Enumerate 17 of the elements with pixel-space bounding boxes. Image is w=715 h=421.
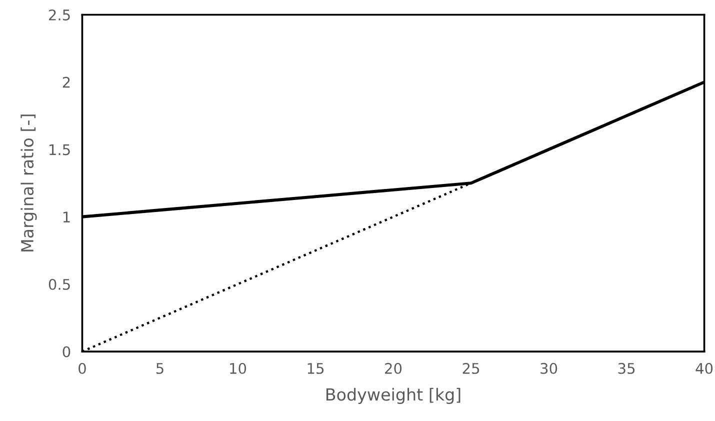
x-tick-label: 20: [385, 362, 402, 374]
y-tick-label: 2.5: [48, 9, 70, 20]
y-axis-title: Marginal ratio [-]: [20, 114, 37, 252]
y-tick-label: 1.5: [50, 144, 70, 156]
x-axis-title: Bodyweight [kg]: [326, 388, 460, 404]
x-tick-label: 35: [618, 362, 635, 374]
x-tick-label: 15: [308, 363, 324, 374]
y-tick-label: 2: [62, 76, 70, 88]
x-tick-label: 0: [78, 362, 86, 374]
x-tick-label: 30: [540, 362, 558, 374]
x-tick-label: 25: [462, 362, 480, 374]
y-tick-label: 0.5: [48, 278, 70, 290]
y-tick-label: 0: [62, 346, 70, 358]
x-tick-label: 10: [230, 362, 246, 374]
x-tick-label: 40: [696, 362, 713, 374]
x-tick-label: 5: [156, 363, 164, 374]
y-tick-label: 1: [63, 212, 70, 222]
